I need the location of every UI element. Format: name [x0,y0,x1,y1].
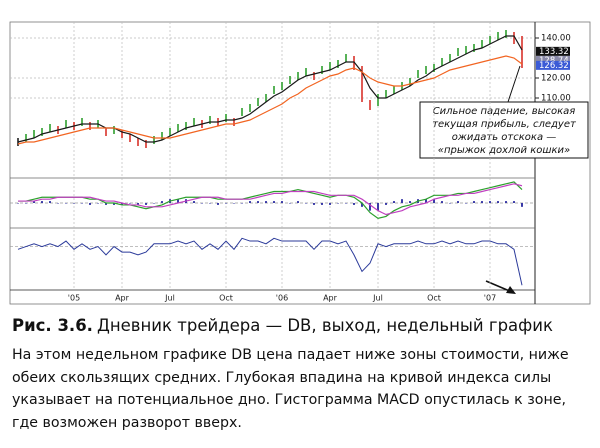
x-tick-label: Apr [115,294,130,303]
y-tick-label: 110.00 [541,94,571,104]
x-tick-label: Jul [372,294,383,303]
macd-histogram-bar [377,203,379,211]
annotation-line: Сильное падение, высокая [433,106,576,117]
macd-histogram-bar [217,203,219,205]
x-tick-label: Apr [323,294,338,303]
macd-histogram-bar [177,199,179,203]
macd-histogram-bar [289,203,291,204]
macd-histogram-bar [121,203,123,205]
macd-histogram-bar [201,203,203,204]
macd-histogram-bar [233,203,235,204]
y-tick-label: 140.00 [541,34,571,44]
macd-histogram-bar [113,203,115,205]
macd-histogram-bar [497,201,499,203]
macd-histogram-bar [345,203,347,204]
annotation-pointer [507,65,521,103]
price-tag-label: 126.32 [539,61,569,71]
moving-average [17,55,523,145]
annotation-line: ожидать отскока — [452,132,557,143]
annotation-line: текущая прибыль, следует [432,118,577,130]
x-tick-label: Oct [427,294,441,303]
macd-histogram-bar [449,203,451,204]
macd-histogram-bar [441,201,443,203]
macd-histogram-bar [265,201,267,203]
x-tick-label: '06 [276,294,288,303]
macd-histogram-bar [297,201,299,203]
macd-histogram-bar [321,203,323,205]
price-tag [536,56,570,66]
macd-histogram-bar [457,201,459,203]
macd-histogram-bar [73,203,75,204]
macd-histogram-bar [521,203,523,207]
macd-histogram-bar [137,203,139,205]
macd-histogram-bar [473,201,475,203]
macd-line [18,183,523,216]
macd-histogram-bar [305,203,307,204]
macd-histogram-bar [241,203,243,204]
macd-histogram-bar [153,203,155,204]
figure-label: Рис. 3.6. [12,316,93,335]
macd-histogram-bar [513,201,515,203]
x-tick-label: Jul [164,294,175,303]
x-tick-label: '05 [68,294,80,303]
macd-histogram-bar [385,203,387,205]
macd-histogram-bar [81,203,83,204]
chart-frame [9,21,591,305]
macd-histogram-bar [281,201,283,203]
macd-histogram-bar [17,203,19,204]
macd-histogram-bar [353,203,355,205]
macd-histogram-bar [97,203,99,204]
macd-histogram-bar [25,203,27,204]
macd-histogram-bar [465,203,467,204]
macd-histogram-bar [401,199,403,203]
price-tag-label: 133.32 [539,47,569,57]
force-index-line [17,237,523,286]
figure-title: Дневник трейдера — DB, выход, недельный … [96,316,553,335]
macd-histogram-bar [33,201,35,203]
macd-histogram-bar [105,203,107,205]
y-tick-label: 120.00 [541,74,571,84]
macd-histogram-bar [409,201,411,203]
macd-histogram-bar [313,203,315,205]
macd-histogram-bar [65,203,67,204]
x-tick-label: Oct [219,294,233,303]
x-tick-label: '07 [484,294,496,303]
macd-histogram-bar [161,201,163,203]
macd-histogram-bar [273,201,275,203]
macd-histogram-bar [145,203,147,205]
macd-histogram-bar [249,201,251,203]
body-text: На этом недельном графике DB цена падает… [12,347,569,431]
macd-histogram-bar [89,203,91,205]
macd-histogram-bar [337,203,339,204]
macd-histogram-bar [193,201,195,203]
moving-average [17,35,523,143]
annotation-line: «прыжок дохлой кошки» [438,145,570,156]
macd-histogram-bar [57,203,59,204]
macd-histogram-bar [329,203,331,205]
macd-histogram-bar [425,199,427,203]
macd-histogram-bar [209,203,211,204]
macd-histogram-bar [489,201,491,203]
macd-histogram-bar [41,201,43,203]
macd-line [18,181,523,219]
annotation-box [419,101,589,159]
macd-histogram-bar [393,201,395,203]
macd-histogram-bar [129,203,131,204]
macd-histogram-bar [505,201,507,203]
macd-histogram-bar [361,203,363,207]
price-tag [536,46,570,56]
macd-histogram-bar [369,203,371,211]
macd-histogram-bar [49,201,51,203]
macd-histogram-bar [433,199,435,203]
macd-histogram-bar [225,203,227,204]
arrow-head [506,286,516,294]
figure-caption: Рис. 3.6. Дневник трейдера — DB, выход, н… [12,316,592,335]
macd-histogram-bar [481,201,483,203]
price-tag [536,60,570,70]
macd-histogram-bar [257,201,259,203]
